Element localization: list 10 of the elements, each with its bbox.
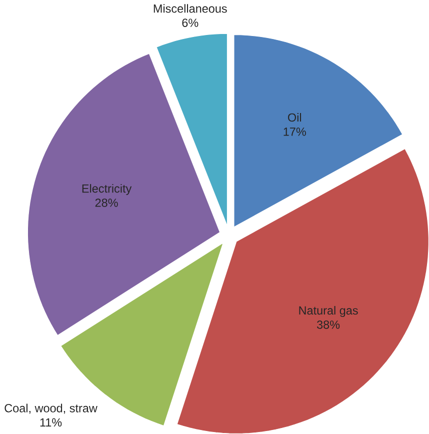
data-label: 6%: [182, 18, 198, 27]
data-label: 17%: [284, 128, 306, 136]
slice-label: Miscellaneous: [154, 4, 227, 13]
data-label: 11%: [40, 418, 62, 427]
slice-label: Coal, wood, straw: [4, 404, 98, 414]
data-label: 28%: [95, 198, 118, 207]
slice-label: Electricity: [82, 184, 132, 196]
data-label: 38%: [316, 320, 340, 329]
slice-label: Natural gas: [299, 306, 358, 317]
slice-label: Oil: [288, 113, 302, 122]
